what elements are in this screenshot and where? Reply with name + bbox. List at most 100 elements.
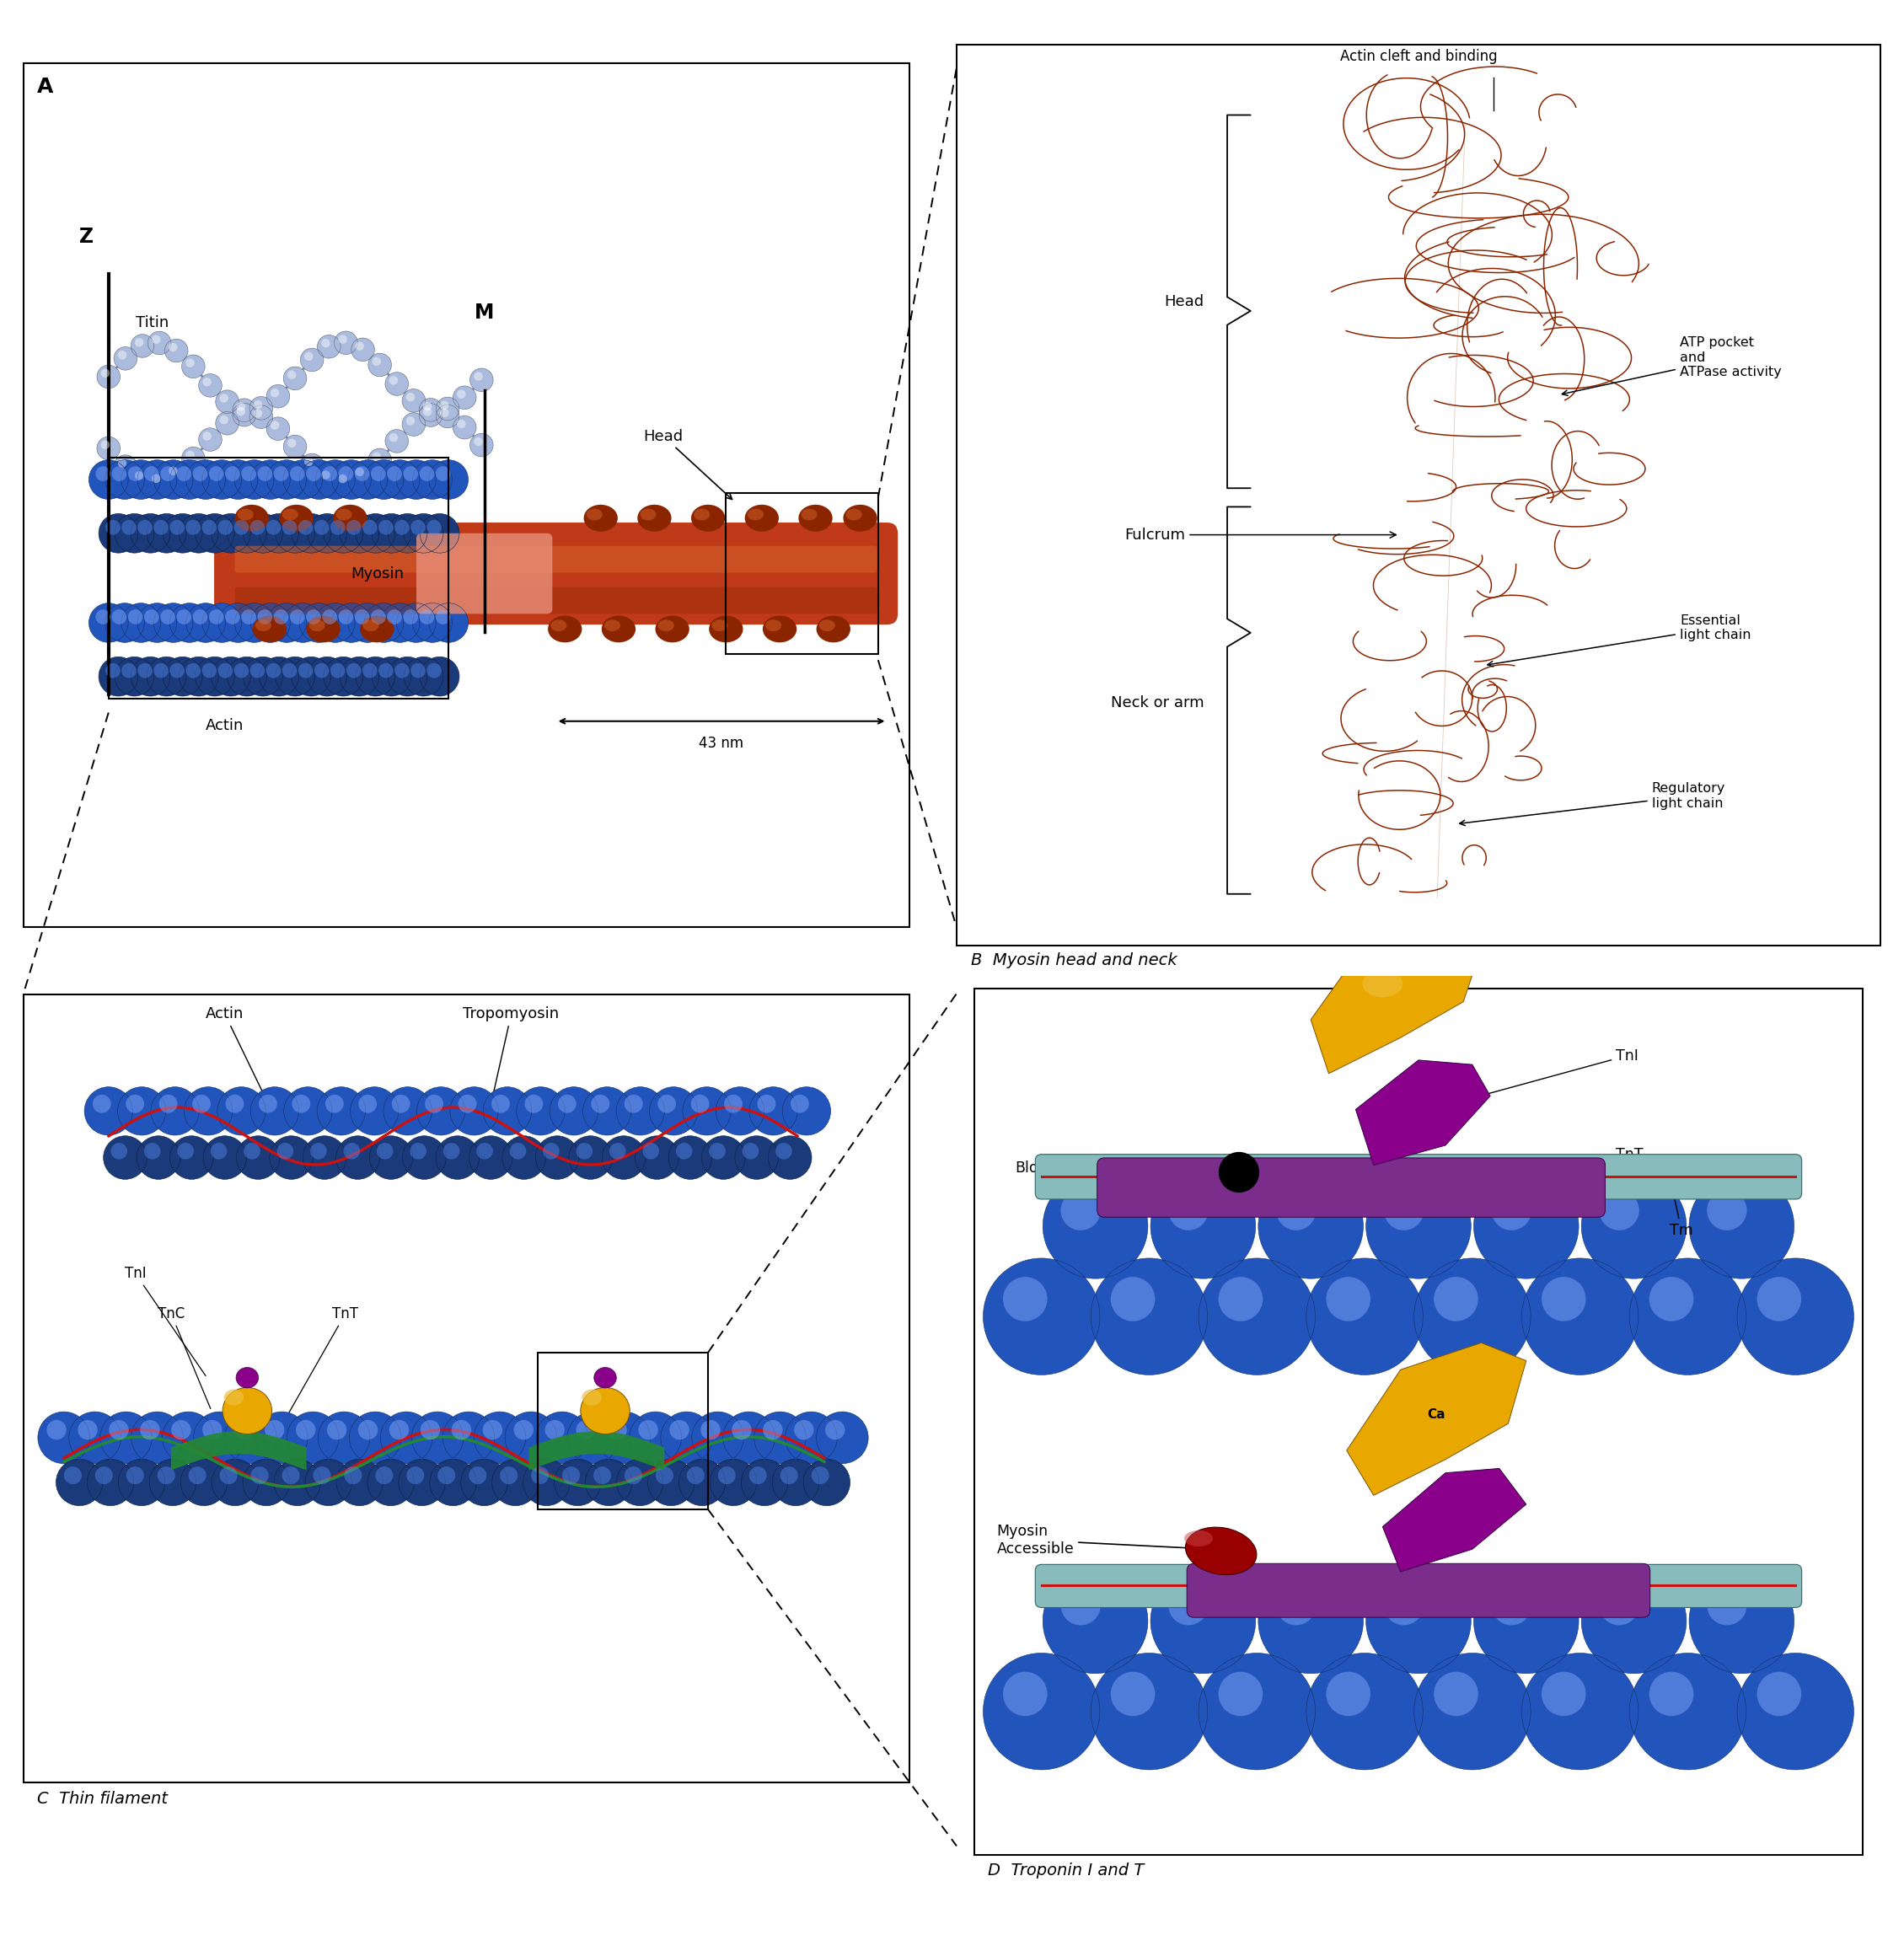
Circle shape (282, 663, 297, 679)
Circle shape (457, 419, 466, 429)
Circle shape (288, 439, 297, 447)
Circle shape (131, 1413, 183, 1463)
Circle shape (406, 416, 415, 425)
Circle shape (1110, 1672, 1156, 1717)
Circle shape (99, 513, 139, 552)
Circle shape (484, 1087, 531, 1135)
Circle shape (1259, 1175, 1363, 1278)
Circle shape (347, 519, 362, 535)
FancyBboxPatch shape (956, 45, 1881, 946)
Circle shape (1630, 1258, 1746, 1375)
Circle shape (164, 657, 202, 697)
Circle shape (305, 351, 312, 361)
Circle shape (282, 519, 297, 535)
Circle shape (181, 1459, 227, 1506)
Circle shape (343, 1143, 360, 1159)
Circle shape (257, 466, 272, 482)
Circle shape (537, 1413, 588, 1463)
Circle shape (169, 460, 209, 499)
Circle shape (137, 460, 177, 499)
Circle shape (147, 513, 187, 552)
Ellipse shape (238, 509, 253, 521)
Ellipse shape (234, 505, 268, 531)
Ellipse shape (708, 617, 743, 642)
Circle shape (299, 460, 339, 499)
Circle shape (185, 359, 194, 367)
Circle shape (411, 519, 425, 535)
Circle shape (436, 1135, 480, 1178)
Circle shape (219, 394, 228, 402)
Circle shape (312, 1467, 331, 1485)
Circle shape (1365, 1569, 1472, 1674)
Circle shape (339, 657, 379, 697)
Circle shape (748, 1467, 767, 1485)
Ellipse shape (307, 617, 341, 642)
Circle shape (215, 390, 238, 414)
Circle shape (114, 657, 154, 697)
Text: B  Myosin head and neck: B Myosin head and neck (971, 952, 1177, 970)
Circle shape (1219, 1672, 1262, 1717)
Circle shape (716, 1087, 764, 1135)
FancyBboxPatch shape (234, 587, 878, 615)
Circle shape (179, 513, 219, 552)
Circle shape (101, 1413, 152, 1463)
Circle shape (282, 1467, 299, 1485)
FancyBboxPatch shape (213, 523, 899, 624)
Circle shape (288, 1413, 339, 1463)
Circle shape (225, 1095, 244, 1112)
Circle shape (276, 1143, 293, 1159)
Text: ATP pocket
and
ATPase activity: ATP pocket and ATPase activity (1561, 338, 1782, 396)
Circle shape (421, 657, 459, 697)
Circle shape (644, 1143, 659, 1159)
Circle shape (187, 460, 225, 499)
Circle shape (131, 513, 169, 552)
Circle shape (251, 603, 289, 642)
Circle shape (242, 609, 257, 624)
Circle shape (284, 435, 307, 458)
FancyBboxPatch shape (975, 989, 1862, 1855)
Circle shape (724, 1095, 743, 1112)
Circle shape (166, 462, 188, 486)
Circle shape (219, 603, 257, 642)
Circle shape (291, 657, 331, 697)
Circle shape (276, 513, 314, 552)
Circle shape (299, 519, 312, 535)
Circle shape (577, 1143, 592, 1159)
Ellipse shape (765, 620, 781, 632)
Circle shape (154, 460, 192, 499)
Text: TnI: TnI (1466, 1048, 1639, 1100)
Circle shape (158, 1467, 175, 1485)
Circle shape (436, 404, 459, 427)
Text: Regulatory
light chain: Regulatory light chain (1460, 782, 1725, 825)
Circle shape (388, 433, 398, 443)
Circle shape (255, 1413, 308, 1463)
Circle shape (204, 1135, 248, 1178)
Circle shape (381, 603, 419, 642)
Circle shape (253, 410, 263, 418)
FancyBboxPatch shape (1097, 1157, 1605, 1217)
Circle shape (301, 453, 324, 476)
Circle shape (1043, 1569, 1148, 1674)
Circle shape (425, 1095, 444, 1112)
FancyBboxPatch shape (1036, 1155, 1801, 1200)
Circle shape (1003, 1276, 1047, 1321)
Circle shape (251, 1087, 299, 1135)
Circle shape (1384, 1586, 1424, 1625)
Circle shape (202, 460, 242, 499)
Circle shape (1542, 1672, 1586, 1717)
Circle shape (122, 663, 137, 679)
Circle shape (147, 657, 187, 697)
Circle shape (177, 609, 192, 624)
Circle shape (101, 369, 110, 378)
Circle shape (105, 663, 120, 679)
Circle shape (322, 466, 337, 482)
Circle shape (562, 1467, 581, 1485)
Circle shape (217, 1087, 267, 1135)
Text: Head: Head (1163, 295, 1203, 308)
Text: Ca: Ca (1428, 1409, 1445, 1420)
Ellipse shape (640, 509, 657, 521)
Circle shape (543, 1143, 560, 1159)
Circle shape (379, 519, 394, 535)
Circle shape (1708, 1586, 1746, 1625)
Circle shape (710, 1459, 756, 1506)
